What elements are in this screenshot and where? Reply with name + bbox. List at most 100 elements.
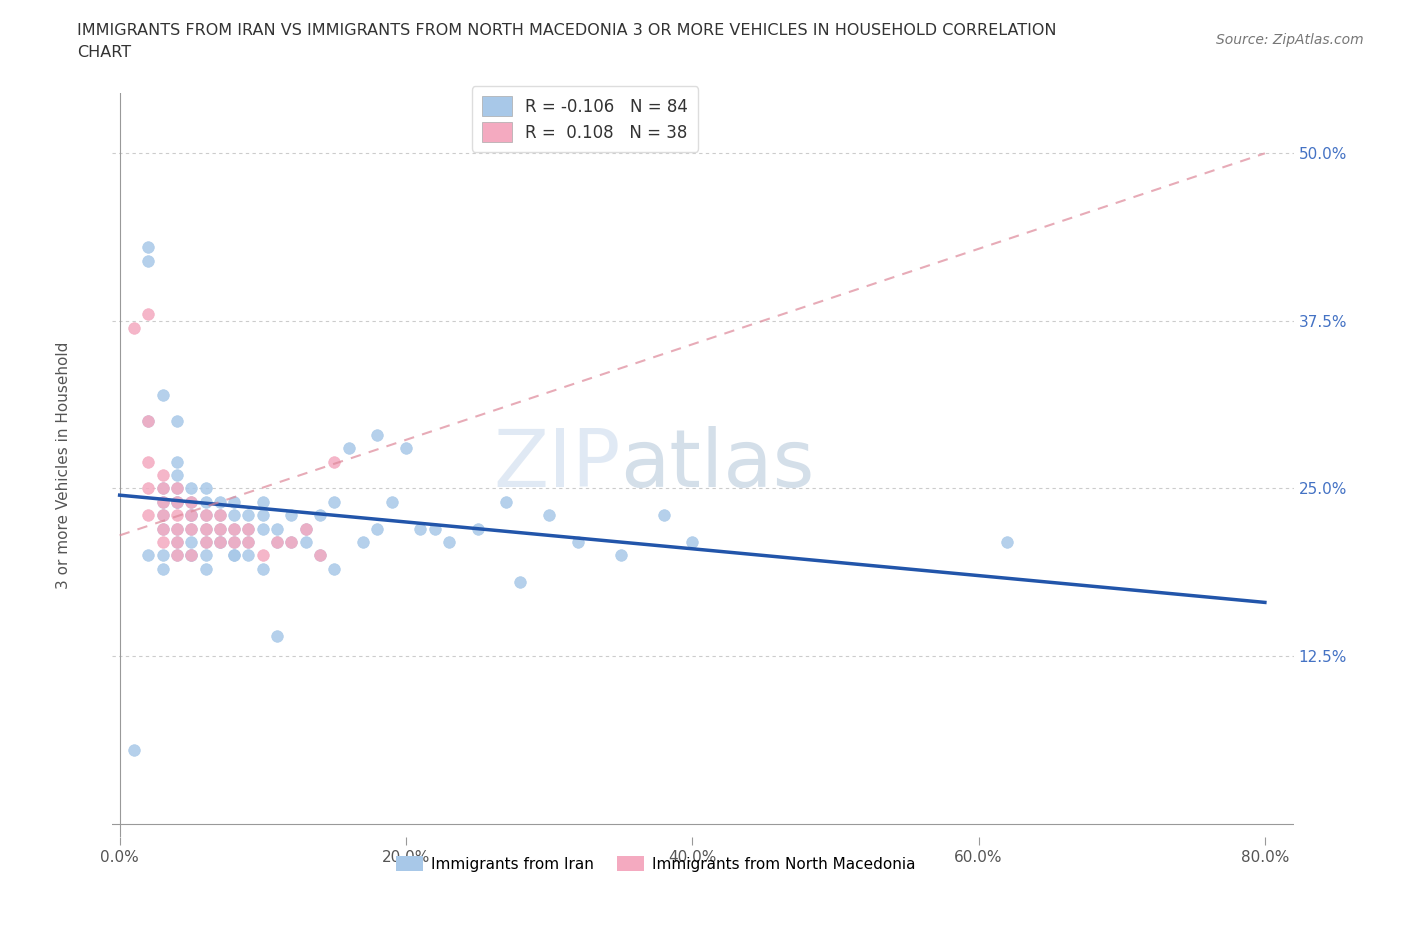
Point (194, 481, 217, 496)
Point (180, 508, 202, 523)
Point (152, 387, 174, 402)
Point (495, 495, 517, 510)
Point (567, 535, 589, 550)
Point (238, 521, 260, 536)
Point (224, 548, 246, 563)
Point (166, 495, 188, 510)
Point (180, 481, 202, 496)
Point (238, 521, 260, 536)
Point (652, 508, 675, 523)
Point (180, 495, 202, 510)
Point (509, 575, 531, 590)
Text: 3 or more Vehicles in Household: 3 or more Vehicles in Household (56, 341, 70, 589)
Point (294, 521, 316, 536)
Point (280, 508, 302, 523)
Point (252, 495, 274, 510)
Point (166, 495, 188, 510)
Point (238, 548, 260, 563)
Point (609, 548, 631, 563)
Point (309, 548, 332, 563)
Point (224, 521, 246, 536)
Point (180, 495, 202, 510)
Point (194, 562, 217, 577)
Point (266, 535, 288, 550)
Point (166, 468, 188, 483)
Point (309, 508, 332, 523)
Point (194, 535, 217, 550)
Point (166, 495, 188, 510)
Point (180, 548, 202, 563)
Point (266, 535, 288, 550)
Point (180, 535, 202, 550)
Point (409, 521, 432, 536)
Point (136, 548, 159, 563)
Point (152, 481, 174, 496)
Point (122, 320, 145, 335)
Point (166, 414, 188, 429)
Point (323, 562, 346, 577)
Point (152, 535, 174, 550)
Point (437, 535, 460, 550)
Point (180, 508, 202, 523)
Point (194, 508, 217, 523)
Text: ZIP: ZIP (494, 426, 620, 504)
Point (136, 481, 159, 496)
Point (208, 535, 231, 550)
Text: Source: ZipAtlas.com: Source: ZipAtlas.com (1216, 33, 1364, 46)
Point (337, 441, 360, 456)
Point (152, 481, 174, 496)
Point (252, 562, 274, 577)
Point (180, 521, 202, 536)
Point (166, 548, 188, 563)
Point (166, 481, 188, 496)
Point (152, 548, 174, 563)
Point (152, 468, 174, 483)
Point (323, 454, 346, 469)
Point (681, 535, 703, 550)
Point (180, 521, 202, 536)
Point (224, 508, 246, 523)
Point (252, 508, 274, 523)
Point (366, 521, 388, 536)
Point (180, 548, 202, 563)
Point (208, 508, 231, 523)
Point (152, 521, 174, 536)
Point (309, 548, 332, 563)
Text: IMMIGRANTS FROM IRAN VS IMMIGRANTS FROM NORTH MACEDONIA 3 OR MORE VEHICLES IN HO: IMMIGRANTS FROM IRAN VS IMMIGRANTS FROM … (77, 23, 1057, 38)
Point (381, 495, 404, 510)
Point (208, 535, 231, 550)
Point (194, 548, 217, 563)
Point (224, 495, 246, 510)
Point (194, 495, 217, 510)
Point (266, 521, 288, 536)
Point (995, 535, 1018, 550)
Point (467, 521, 489, 536)
Point (152, 508, 174, 523)
Point (366, 428, 388, 443)
Point (180, 548, 202, 563)
Point (252, 521, 274, 536)
Point (136, 414, 159, 429)
Point (224, 535, 246, 550)
Point (238, 535, 260, 550)
Point (252, 548, 274, 563)
Point (166, 508, 188, 523)
Point (152, 495, 174, 510)
Point (166, 521, 188, 536)
Point (280, 535, 302, 550)
Point (266, 629, 288, 644)
Point (194, 508, 217, 523)
Point (152, 521, 174, 536)
Point (166, 521, 188, 536)
Point (136, 253, 159, 268)
Point (224, 548, 246, 563)
Point (294, 521, 316, 536)
Point (136, 508, 159, 523)
Point (166, 481, 188, 496)
Point (194, 521, 217, 536)
Point (238, 535, 260, 550)
Point (194, 521, 217, 536)
Point (280, 535, 302, 550)
Point (395, 441, 418, 456)
Point (224, 535, 246, 550)
